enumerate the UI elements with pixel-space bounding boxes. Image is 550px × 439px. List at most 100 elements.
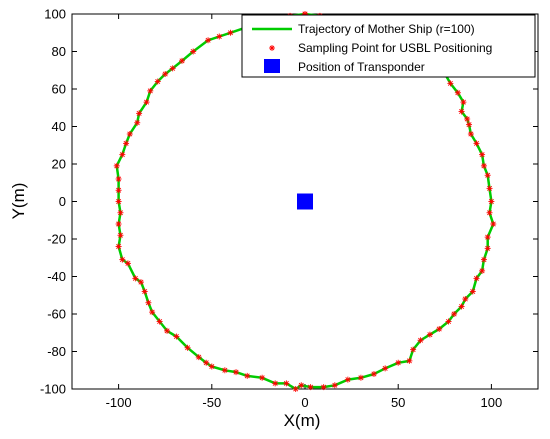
y-tick-label: -80: [47, 344, 66, 359]
sampling-point: [473, 140, 480, 147]
sampling-point: [490, 221, 497, 227]
sampling-point: [484, 234, 491, 241]
sampling-point: [244, 372, 251, 379]
sampling-point: [460, 99, 467, 106]
sampling-point: [307, 384, 314, 391]
sampling-point: [141, 288, 148, 295]
sampling-point: [458, 108, 465, 115]
sampling-point: [169, 65, 176, 72]
sampling-point: [203, 359, 210, 366]
sampling-point: [184, 344, 191, 351]
sampling-point: [115, 243, 122, 250]
sampling-point: [134, 119, 141, 126]
sampling-point: [156, 318, 163, 325]
sampling-point: [115, 187, 122, 194]
sampling-point: [417, 337, 424, 344]
sampling-point: [173, 333, 180, 340]
sampling-point: [113, 162, 120, 169]
sampling-point: [479, 267, 486, 274]
sampling-point: [458, 303, 465, 310]
x-tick-label: -50: [202, 395, 221, 410]
sampling-point: [272, 380, 279, 387]
y-tick-label: 0: [59, 194, 66, 209]
legend-label-transponder: Position of Transponder: [298, 60, 425, 74]
sampling-point: [283, 380, 290, 387]
sampling-point: [466, 121, 473, 128]
sampling-point: [115, 221, 122, 227]
sampling-point: [410, 346, 417, 353]
y-tick-label: -60: [47, 307, 66, 322]
sampling-point: [119, 256, 126, 263]
transponder-marker: [297, 193, 313, 210]
y-tick-label: -20: [47, 232, 66, 247]
sampling-point: [298, 382, 305, 389]
sampling-point: [137, 279, 144, 286]
sampling-point: [115, 176, 122, 182]
sampling-point: [233, 369, 240, 376]
sampling-point: [205, 37, 212, 44]
sampling-point: [331, 382, 338, 389]
legend-label-trajectory: Trajectory of Mother Ship (r=100): [298, 22, 475, 36]
sampling-point: [208, 363, 215, 370]
sampling-point: [445, 318, 452, 325]
sampling-point: [292, 386, 299, 392]
tick-labels: -100 -50 0 50 100 -100 -80 -60 -40 -20 0 20 40 60 80 10…: [40, 7, 502, 411]
x-tick-label: -100: [106, 395, 132, 410]
y-tick-label: 80: [52, 44, 66, 59]
sampling-point: [221, 367, 228, 374]
sampling-point: [126, 131, 133, 137]
sampling-point: [462, 296, 469, 302]
sampling-point: [143, 99, 150, 106]
sampling-point: [132, 275, 139, 282]
sampling-point: [119, 151, 126, 158]
sampling-point: [320, 384, 327, 391]
sampling-point: [344, 376, 351, 383]
sampling-point: [486, 185, 493, 192]
x-tick-label: 0: [301, 395, 308, 410]
sampling-point: [479, 151, 486, 158]
sampling-point: [190, 48, 197, 55]
x-tick-label: 100: [481, 395, 503, 410]
legend-label-sampling: Sampling Point for USBL Positioning: [298, 41, 492, 55]
sampling-point: [370, 371, 377, 377]
sampling-point: [115, 198, 122, 205]
sampling-point: [149, 309, 156, 316]
legend-box: [241, 14, 536, 78]
sampling-point: [447, 80, 454, 87]
sampling-point: [486, 209, 493, 216]
sampling-point: [117, 232, 124, 239]
y-tick-label: 40: [52, 119, 66, 134]
y-tick-label: 100: [44, 7, 66, 22]
sampling-point: [227, 29, 234, 36]
sampling-point: [454, 89, 461, 96]
sampling-point: [451, 311, 458, 317]
x-axis-label: X(m): [284, 411, 321, 430]
sampling-point: [480, 162, 487, 169]
sampling-point: [469, 288, 476, 295]
sampling-point: [145, 299, 152, 306]
sampling-point: [216, 33, 223, 40]
sampling-point: [382, 365, 389, 372]
y-axis-label: Y(m): [9, 183, 28, 220]
sampling-point: [259, 374, 266, 381]
sampling-point: [162, 71, 169, 77]
sampling-point: [484, 172, 491, 179]
sampling-point: [136, 110, 143, 117]
y-tick-label: 60: [52, 82, 66, 97]
sampling-point: [124, 260, 131, 267]
sampling-point: [178, 57, 185, 64]
y-tick-label: -40: [47, 269, 66, 284]
x-tick-label: 50: [391, 395, 405, 410]
sampling-point: [406, 357, 413, 364]
sampling-point: [464, 116, 471, 122]
y-tick-label: 20: [52, 157, 66, 172]
legend: Trajectory of Mother Ship (r=100) Sampli…: [241, 14, 536, 78]
sampling-point: [473, 275, 480, 282]
sampling-point: [488, 198, 495, 205]
sampling-point: [117, 209, 124, 216]
sampling-point: [123, 140, 130, 147]
sampling-point: [484, 245, 491, 252]
sampling-point: [436, 326, 443, 332]
trajectory-line: [115, 12, 495, 391]
